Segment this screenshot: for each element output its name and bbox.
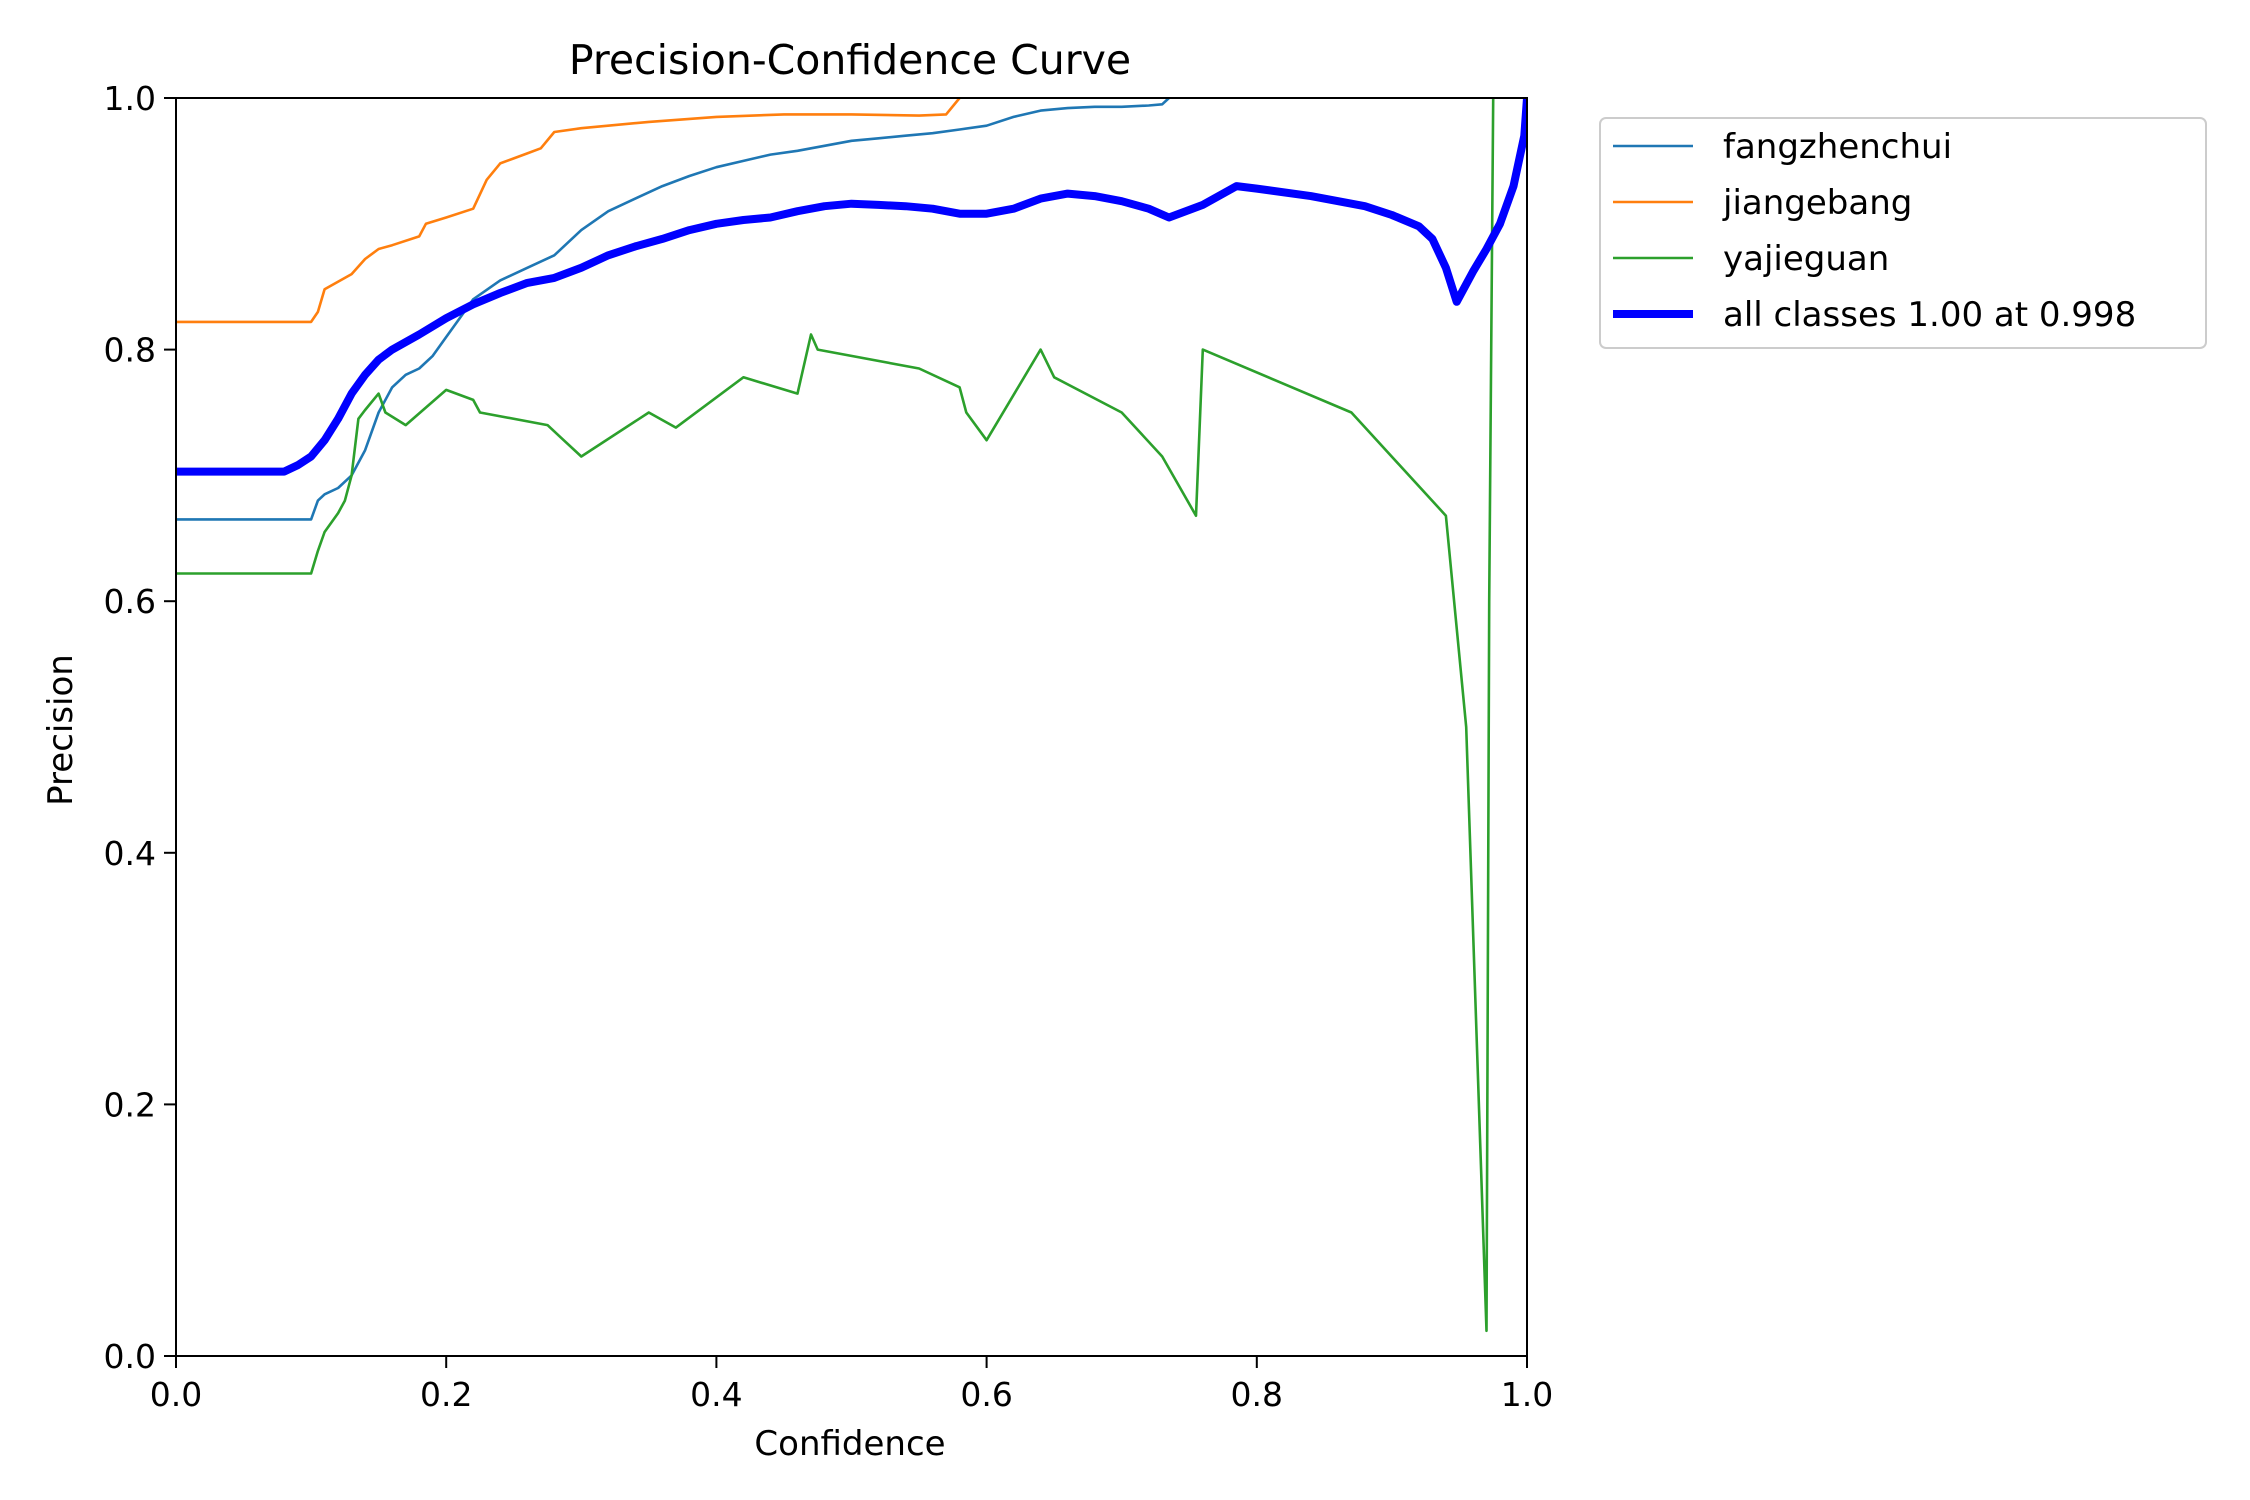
x-tick-label: 1.0 [1501,1375,1553,1414]
x-tick-label: 0.8 [1231,1375,1283,1414]
x-tick-label: 0.2 [420,1375,472,1414]
series-line-fangzhenchui [176,97,1170,521]
legend-label: jiangebang [1722,183,1912,223]
legend-label: fangzhenchui [1723,127,1952,167]
y-ticks: 0.0 0.2 0.4 0.6 0.8 1.0 [104,79,176,1376]
legend: fangzhenchui jiangebang yajieguan all class… [1599,117,2207,349]
series-line-jiangebang [176,97,961,324]
x-tick-label: 0.0 [150,1375,202,1414]
legend-box [1599,117,2207,349]
series-line-all [176,97,1527,476]
y-tick-label: 0.2 [104,1085,156,1124]
y-tick-label: 0.6 [104,582,156,621]
series-line-yajieguan [176,97,1495,1333]
y-tick-label: 0.4 [104,834,156,873]
y-tick-label: 1.0 [104,79,156,118]
legend-label: yajieguan [1723,239,1889,279]
x-tick-label: 0.6 [960,1375,1012,1414]
series-layer [176,97,1527,1333]
x-axis-label: Confidence [754,1424,945,1464]
x-tick-label: 0.4 [690,1375,742,1414]
y-tick-label: 0.8 [104,331,156,370]
plot-frame [175,97,1528,1357]
chart-title: Precision-Confidence Curve [569,36,1131,84]
x-ticks: 0.0 0.2 0.4 0.6 0.8 1.0 [150,1356,1553,1414]
legend-label: all classes 1.00 at 0.998 [1723,295,2136,335]
y-tick-label: 0.0 [104,1337,156,1376]
y-axis-label: Precision [41,654,81,806]
